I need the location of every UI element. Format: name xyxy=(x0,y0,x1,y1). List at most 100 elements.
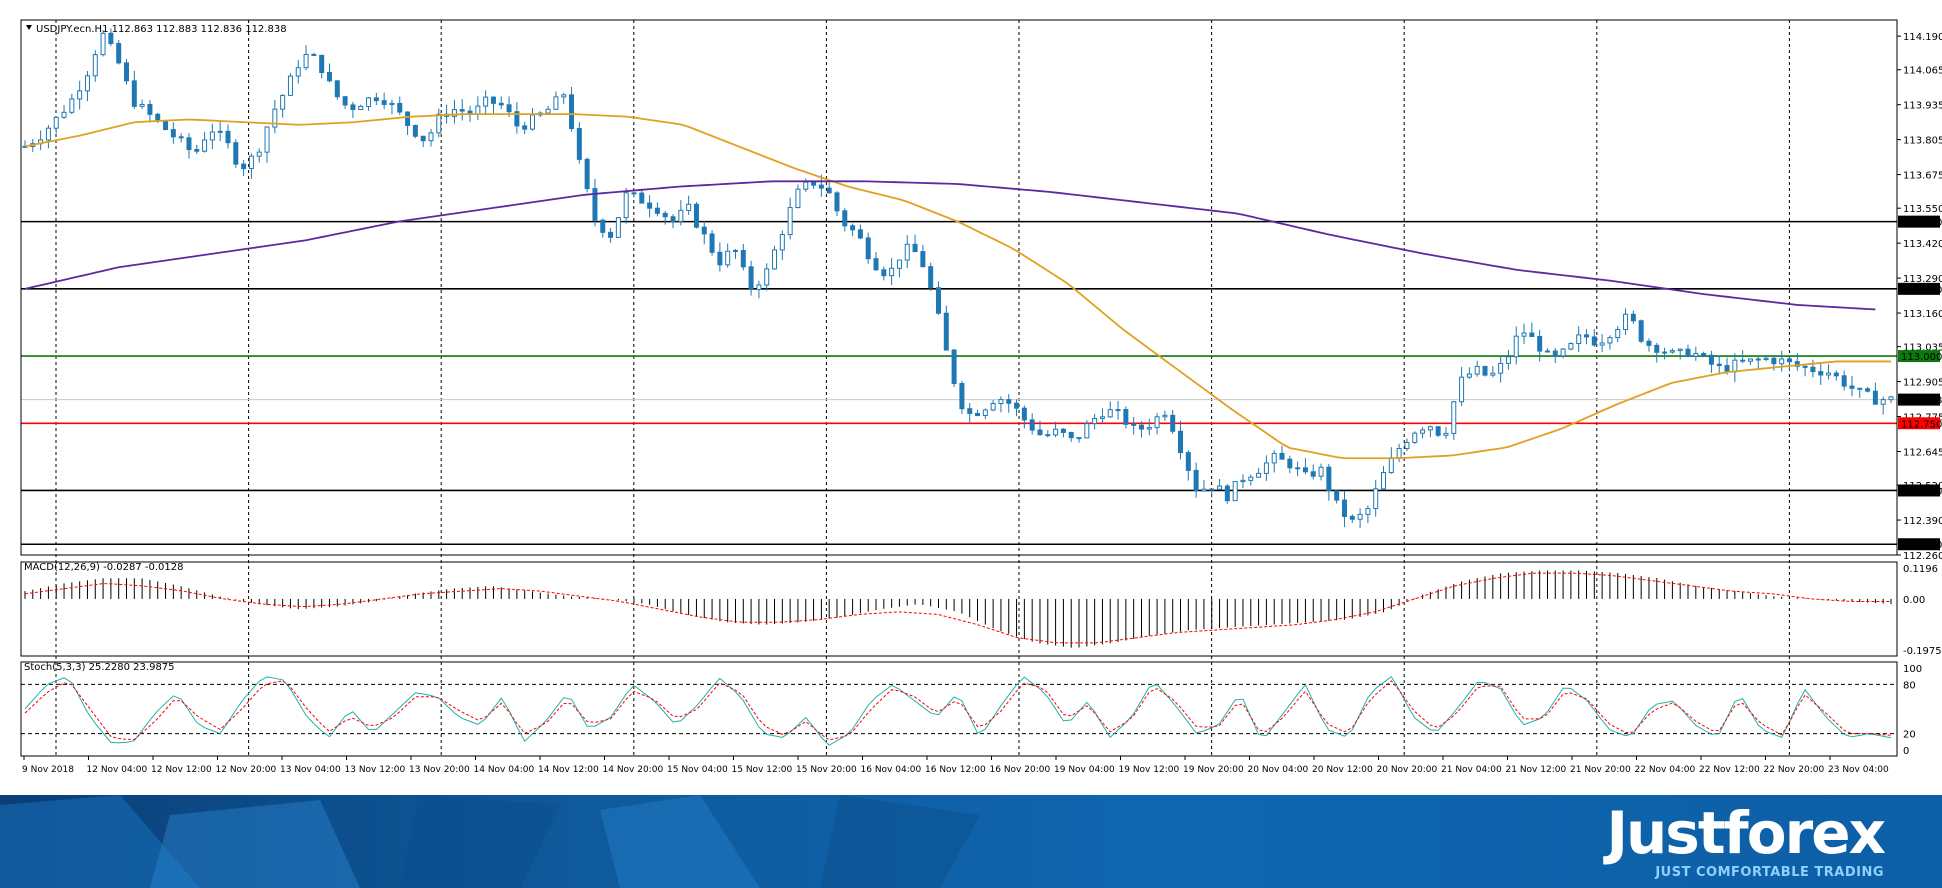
candle-body xyxy=(1841,375,1847,387)
candle-body xyxy=(209,131,215,141)
candle-body xyxy=(1591,336,1597,346)
candle-body xyxy=(529,114,535,130)
price-tick-label: 112.905 xyxy=(1903,378,1942,389)
candle-body xyxy=(1373,488,1379,510)
brand-tagline: JUST COMFORTABLE TRADING xyxy=(1655,865,1884,880)
macd-tick-label: 0.00 xyxy=(1903,595,1925,606)
candle-body xyxy=(1318,466,1324,477)
candle-body xyxy=(584,158,590,190)
candle-body xyxy=(194,149,200,152)
level-tag-label: 112.838 xyxy=(1901,396,1942,407)
candle-body xyxy=(256,151,262,157)
candle-body xyxy=(928,266,934,289)
time-label: 21 Nov 12:00 xyxy=(1506,765,1567,775)
candle-body xyxy=(264,126,270,153)
candle-body xyxy=(77,90,83,100)
candle-body xyxy=(1076,437,1082,440)
candle-body xyxy=(850,225,856,231)
level-tag xyxy=(1898,393,1940,406)
candle-body xyxy=(654,207,660,214)
candle-body xyxy=(1755,358,1761,361)
candle-body xyxy=(1872,390,1878,405)
candle-body xyxy=(1341,499,1347,517)
time-label: 22 Nov 12:00 xyxy=(1699,765,1760,775)
price-panel[interactable] xyxy=(21,28,1897,546)
chart-canvas: 114.190 114.065 113.935 113.805 113.675 113.5… xyxy=(20,19,1942,775)
candle-body xyxy=(772,249,778,270)
candle-body xyxy=(241,163,247,170)
candle-body xyxy=(1217,485,1223,490)
time-label: 21 Nov 20:00 xyxy=(1570,765,1631,775)
level-tag xyxy=(1898,350,1940,363)
macd-label: MACD(12,26,9) -0.0287 -0.0128 xyxy=(24,562,184,573)
candle-body xyxy=(818,184,824,189)
candle-body xyxy=(779,234,785,251)
candle-body xyxy=(811,181,817,186)
candle-body xyxy=(373,97,379,102)
candle-body xyxy=(303,53,309,69)
candle-body xyxy=(1802,365,1808,368)
candle-body xyxy=(1560,348,1566,357)
candle-body xyxy=(350,104,356,110)
time-label: 22 Nov 04:00 xyxy=(1635,765,1696,775)
time-label: 12 Nov 20:00 xyxy=(216,765,277,775)
candle-body xyxy=(592,188,598,221)
candle-body xyxy=(1060,428,1066,433)
candle-body xyxy=(342,96,348,106)
candle-body xyxy=(475,105,481,115)
candle-body xyxy=(1826,372,1832,376)
candle-body xyxy=(280,94,286,110)
candle-body xyxy=(155,113,161,122)
time-label: 16 Nov 12:00 xyxy=(925,765,986,775)
time-label: 20 Nov 20:00 xyxy=(1377,765,1438,775)
candle-body xyxy=(1271,452,1277,464)
time-label: 14 Nov 12:00 xyxy=(538,765,599,775)
candle-body xyxy=(84,75,90,92)
candle-body xyxy=(1240,479,1246,483)
candle-body xyxy=(615,217,621,238)
candle-body xyxy=(334,80,340,98)
price-tick-label: 113.935 xyxy=(1903,101,1942,112)
candle-body xyxy=(1708,354,1714,365)
candle-body xyxy=(975,412,981,416)
candle-body xyxy=(1123,409,1129,425)
candle-body xyxy=(1505,356,1511,364)
candle-body xyxy=(1404,441,1410,450)
candle-body xyxy=(358,105,364,110)
candle-body xyxy=(1638,320,1644,342)
candle-body xyxy=(764,268,770,286)
time-label: 12 Nov 12:00 xyxy=(151,765,212,775)
candle-body xyxy=(1037,429,1043,436)
dropdown-triangle-icon[interactable] xyxy=(26,25,32,30)
candle-body xyxy=(748,266,754,290)
candle-body xyxy=(1498,362,1504,374)
level-tag xyxy=(1898,484,1940,497)
ma-fast-line xyxy=(24,113,1891,460)
level-tag-label: 113.500 xyxy=(1901,218,1942,229)
candle-body xyxy=(1381,472,1387,490)
candle-body xyxy=(545,108,551,114)
candle-body xyxy=(1451,401,1457,434)
candle-body xyxy=(1209,488,1215,491)
candle-body xyxy=(1365,508,1371,515)
candle-body xyxy=(1131,423,1137,426)
candle-body xyxy=(92,54,98,77)
time-label: 20 Nov 12:00 xyxy=(1312,765,1373,775)
candle-body xyxy=(498,102,504,106)
candle-body xyxy=(717,251,723,266)
time-label: 12 Nov 04:00 xyxy=(87,765,148,775)
candle-body xyxy=(834,192,840,212)
candle-body xyxy=(233,142,239,165)
time-label: 23 Nov 04:00 xyxy=(1828,765,1889,775)
banner-decoration xyxy=(0,795,980,888)
candle-body xyxy=(147,104,153,115)
time-label: 22 Nov 20:00 xyxy=(1764,765,1825,775)
macd-panel[interactable] xyxy=(24,570,1892,648)
time-label: 20 Nov 04:00 xyxy=(1248,765,1309,775)
candle-body xyxy=(202,139,208,152)
candle-body xyxy=(623,192,629,219)
candle-body xyxy=(1849,385,1855,389)
stochastic-panel[interactable] xyxy=(21,675,1897,746)
candle-body xyxy=(389,102,395,105)
candle-body xyxy=(1787,358,1793,363)
